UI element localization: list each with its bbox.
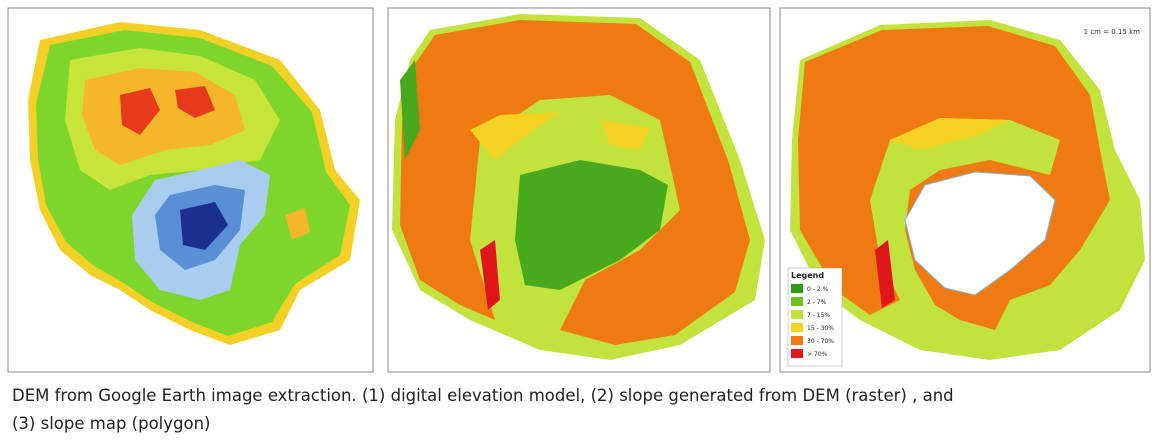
legend-label: 30 - 70%: [807, 338, 834, 345]
legend-label: 2 - 7%: [807, 299, 827, 306]
legend-swatch: [791, 310, 803, 319]
legend-label: 15 - 30%: [807, 325, 834, 332]
legend-label: > 70%: [807, 351, 828, 358]
dem-panel: [8, 8, 373, 372]
map-scale: 1 cm = 0.15 km: [1084, 28, 1141, 36]
page: 1 cm = 0.15 km Legend 0 - 2 % 2 - 7% 7 - 15…: [0, 0, 1163, 441]
legend-swatch: [791, 336, 803, 345]
caption-line: DEM from Google Earth image extraction. …: [12, 386, 954, 405]
legend-swatch: [791, 297, 803, 306]
figure: 1 cm = 0.15 km Legend 0 - 2 % 2 - 7% 7 - 15…: [0, 0, 1163, 441]
caption-line: (3) slope map (polygon): [12, 414, 210, 433]
legend-label: 7 - 15%: [807, 312, 830, 319]
legend: Legend 0 - 2 % 2 - 7% 7 - 15% 15 - 30% 30 - 7…: [788, 268, 842, 366]
legend-swatch: [791, 284, 803, 293]
legend-title: Legend: [791, 271, 824, 280]
legend-swatch: [791, 349, 803, 358]
legend-swatch: [791, 323, 803, 332]
slope-raster-panel: [388, 8, 770, 372]
slope-polygon-panel: 1 cm = 0.15 km Legend 0 - 2 % 2 - 7% 7 - 15…: [780, 8, 1150, 372]
legend-label: 0 - 2 %: [807, 286, 829, 293]
